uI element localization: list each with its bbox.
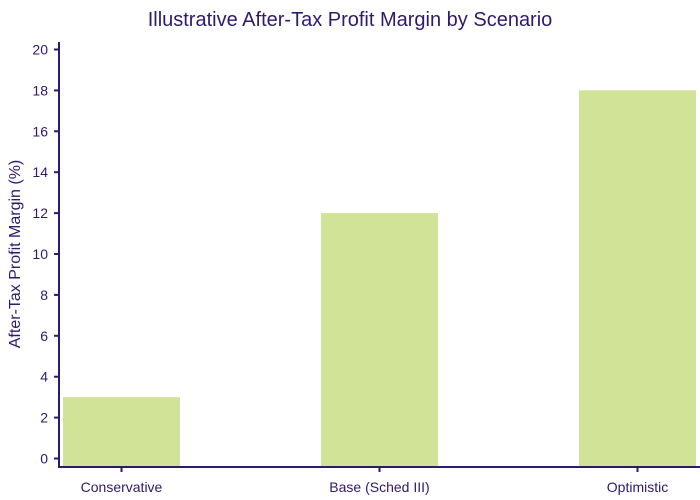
y-tick-label: 12 bbox=[32, 205, 48, 221]
plot-area: 0 2 4 6 8 10 12 14 16 18 20 Conservative Base (Sched… bbox=[32, 42, 700, 495]
y-tick-label: 20 bbox=[32, 42, 48, 58]
x-tick-label: Optimistic bbox=[607, 479, 668, 495]
y-tick-label: 6 bbox=[40, 328, 48, 344]
bar bbox=[321, 213, 438, 467]
chart-title: Illustrative After-Tax Profit Margin by … bbox=[148, 9, 553, 31]
y-tick-label: 18 bbox=[32, 82, 48, 98]
y-tick-label: 2 bbox=[40, 410, 48, 426]
x-tick-label: Base (Sched III) bbox=[329, 479, 429, 495]
y-tick-label: 4 bbox=[40, 369, 48, 385]
y-tick-label: 8 bbox=[40, 287, 48, 303]
y-tick-label: 16 bbox=[32, 123, 48, 139]
y-tick-label: 10 bbox=[32, 246, 48, 262]
x-tick-label: Conservative bbox=[81, 479, 163, 495]
y-tick-label: 0 bbox=[40, 451, 48, 467]
y-axis-label: After-Tax Profit Margin (%) bbox=[7, 160, 24, 348]
bar bbox=[579, 90, 696, 468]
y-tick-label: 14 bbox=[32, 164, 48, 180]
bar bbox=[63, 397, 180, 467]
